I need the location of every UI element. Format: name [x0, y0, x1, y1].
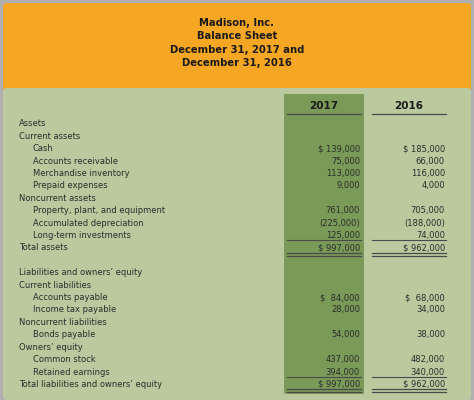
Text: 437,000: 437,000	[326, 355, 360, 364]
Text: $ 185,000: $ 185,000	[403, 144, 445, 153]
Text: $ 139,000: $ 139,000	[318, 144, 360, 153]
Text: $ 997,000: $ 997,000	[318, 380, 360, 389]
Text: Total assets: Total assets	[19, 244, 68, 252]
Text: 394,000: 394,000	[326, 368, 360, 376]
Text: 125,000: 125,000	[326, 231, 360, 240]
FancyBboxPatch shape	[284, 94, 364, 394]
Text: 705,000: 705,000	[411, 206, 445, 215]
Text: 66,000: 66,000	[416, 156, 445, 166]
Text: 38,000: 38,000	[416, 330, 445, 339]
Text: Cash: Cash	[33, 144, 54, 153]
Text: Common stock: Common stock	[33, 355, 96, 364]
Text: Balance Sheet: Balance Sheet	[197, 31, 277, 41]
Text: Income tax payable: Income tax payable	[33, 306, 116, 314]
Text: Liabilities and owners’ equity: Liabilities and owners’ equity	[19, 268, 142, 277]
Text: $ 997,000: $ 997,000	[318, 244, 360, 252]
Text: Noncurrent assets: Noncurrent assets	[19, 194, 96, 203]
Text: 4,000: 4,000	[421, 181, 445, 190]
Text: Property, plant, and equipment: Property, plant, and equipment	[33, 206, 165, 215]
Text: Merchandise inventory: Merchandise inventory	[33, 169, 129, 178]
Text: 116,000: 116,000	[411, 169, 445, 178]
Text: 340,000: 340,000	[411, 368, 445, 376]
Text: $  68,000: $ 68,000	[405, 293, 445, 302]
Text: Current assets: Current assets	[19, 132, 80, 141]
Text: 74,000: 74,000	[416, 231, 445, 240]
Text: $  84,000: $ 84,000	[320, 293, 360, 302]
Text: 761,000: 761,000	[326, 206, 360, 215]
Text: $ 962,000: $ 962,000	[403, 244, 445, 252]
Text: 113,000: 113,000	[326, 169, 360, 178]
Text: Owners’ equity: Owners’ equity	[19, 343, 83, 352]
Text: 34,000: 34,000	[416, 306, 445, 314]
Text: Retained earnings: Retained earnings	[33, 368, 110, 376]
Text: (225,000): (225,000)	[319, 218, 360, 228]
Text: Current liabilities: Current liabilities	[19, 281, 91, 290]
Text: Prepaid expenses: Prepaid expenses	[33, 181, 108, 190]
Text: 75,000: 75,000	[331, 156, 360, 166]
Text: 54,000: 54,000	[331, 330, 360, 339]
Text: Accumulated depreciation: Accumulated depreciation	[33, 218, 144, 228]
Text: 2017: 2017	[310, 101, 338, 111]
FancyBboxPatch shape	[3, 88, 471, 400]
Text: December 31, 2017 and: December 31, 2017 and	[170, 45, 304, 55]
Text: 2016: 2016	[394, 101, 423, 111]
Text: Long-term investments: Long-term investments	[33, 231, 131, 240]
Text: 482,000: 482,000	[411, 355, 445, 364]
Text: Noncurrent liabilities: Noncurrent liabilities	[19, 318, 107, 327]
Text: Total liabilities and owners’ equity: Total liabilities and owners’ equity	[19, 380, 162, 389]
FancyBboxPatch shape	[3, 3, 471, 91]
Text: December 31, 2016: December 31, 2016	[182, 58, 292, 68]
Text: Accounts payable: Accounts payable	[33, 293, 108, 302]
Text: Assets: Assets	[19, 119, 46, 128]
Text: Accounts receivable: Accounts receivable	[33, 156, 118, 166]
Text: Madison, Inc.: Madison, Inc.	[200, 18, 274, 28]
Text: $ 962,000: $ 962,000	[403, 380, 445, 389]
Text: 28,000: 28,000	[331, 306, 360, 314]
Text: 9,000: 9,000	[337, 181, 360, 190]
Text: (188,000): (188,000)	[404, 218, 445, 228]
Text: Bonds payable: Bonds payable	[33, 330, 95, 339]
